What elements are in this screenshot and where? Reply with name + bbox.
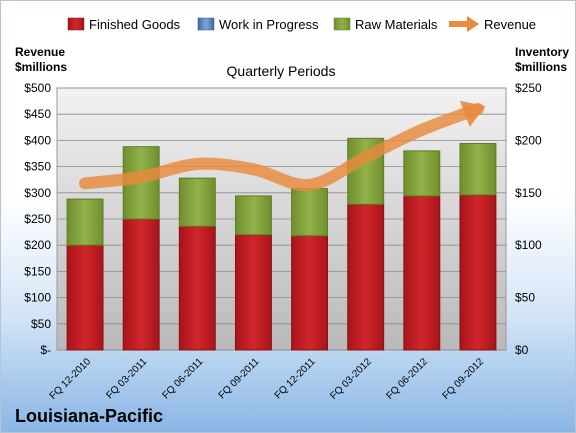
bar-finished-goods — [178, 225, 216, 351]
legend-swatch-finished-goods — [67, 17, 85, 31]
x-tick-label: FQ 03-2012 — [328, 356, 374, 402]
left-axis-ticks: $- $50 $100 $150 $200 $250 $300 $350 $400 $450 $50… — [24, 81, 51, 357]
legend-item-revenue: Revenue — [449, 16, 536, 32]
bar-raw-materials — [66, 198, 104, 246]
left-tick-label: $450 — [24, 107, 51, 121]
bar-raw-materials — [178, 177, 216, 227]
chart-title: Quarterly Periods — [227, 63, 336, 79]
right-tick-label: $250 — [515, 81, 542, 95]
revenue-arrow-icon — [459, 100, 486, 127]
right-axis-ticks: $0 $50 $100 $150 $200 $250 — [515, 81, 542, 357]
x-tick-label: FQ 09-2012 — [441, 356, 487, 402]
left-tick-label: $400 — [24, 133, 51, 147]
left-tick-label: $500 — [24, 81, 51, 95]
revenue-line — [79, 102, 484, 191]
company-name: Louisiana-Pacific — [15, 406, 163, 426]
left-tick-label: $250 — [24, 212, 51, 226]
left-tick-label: $350 — [24, 160, 51, 174]
legend-swatch-raw-materials — [333, 17, 351, 31]
left-tick-label: $50 — [31, 317, 51, 331]
x-tick-label: FQ 12-2011 — [273, 356, 318, 401]
bar-finished-goods — [122, 218, 160, 351]
legend-swatch-work-in-progress — [197, 17, 215, 31]
left-tick-label: $- — [40, 343, 51, 357]
x-axis-ticks: FQ 12-2010 FQ 03-2011 FQ 06-2011 FQ 09-2011… — [48, 356, 487, 402]
legend-label-finished-goods: Finished Goods — [89, 17, 181, 32]
left-axis-title-line1: Revenue — [15, 45, 65, 59]
bar-finished-goods — [291, 235, 329, 351]
right-tick-label: $100 — [515, 238, 542, 252]
x-tick-label: FQ 06-2011 — [160, 356, 205, 401]
x-tick-label: FQ 12-2010 — [48, 356, 94, 402]
legend-item-work-in-progress: Work in Progress — [197, 17, 319, 32]
left-tick-label: $300 — [24, 186, 51, 200]
bar-finished-goods — [66, 244, 104, 351]
bar-finished-goods — [459, 194, 497, 351]
left-axis-title-line2: $millions — [15, 60, 67, 74]
revenue-line-layer — [79, 100, 486, 191]
left-tick-label: $100 — [24, 291, 51, 305]
bar-finished-goods — [347, 203, 385, 351]
bar-finished-goods — [403, 195, 441, 351]
right-tick-label: $200 — [515, 133, 542, 147]
bar-raw-materials — [459, 143, 497, 196]
legend-label-raw-materials: Raw Materials — [355, 17, 438, 32]
legend-arrow-icon — [467, 16, 479, 32]
right-axis-title-line2: $millions — [515, 60, 567, 74]
bars — [66, 137, 497, 351]
right-tick-label: $150 — [515, 186, 542, 200]
right-axis-title-line1: Inventory — [515, 45, 569, 59]
right-tick-label: $0 — [515, 343, 529, 357]
legend-item-finished-goods: Finished Goods — [67, 17, 181, 32]
left-tick-label: $150 — [24, 264, 51, 278]
bar-finished-goods — [234, 234, 272, 351]
x-tick-label: FQ 09-2011 — [217, 356, 262, 401]
x-tick-label: FQ 03-2011 — [104, 356, 149, 401]
legend-label-revenue: Revenue — [484, 17, 536, 32]
right-tick-label: $50 — [515, 291, 535, 305]
x-tick-label: FQ 06-2012 — [384, 356, 430, 402]
bar-raw-materials — [403, 150, 441, 197]
left-tick-label: $200 — [24, 238, 51, 252]
legend: Finished Goods Work in Progress Raw Mate… — [67, 16, 536, 32]
bar-raw-materials — [291, 188, 329, 237]
legend-label-work-in-progress: Work in Progress — [219, 17, 319, 32]
legend-item-raw-materials: Raw Materials — [333, 17, 438, 32]
bar-raw-materials — [234, 195, 272, 236]
